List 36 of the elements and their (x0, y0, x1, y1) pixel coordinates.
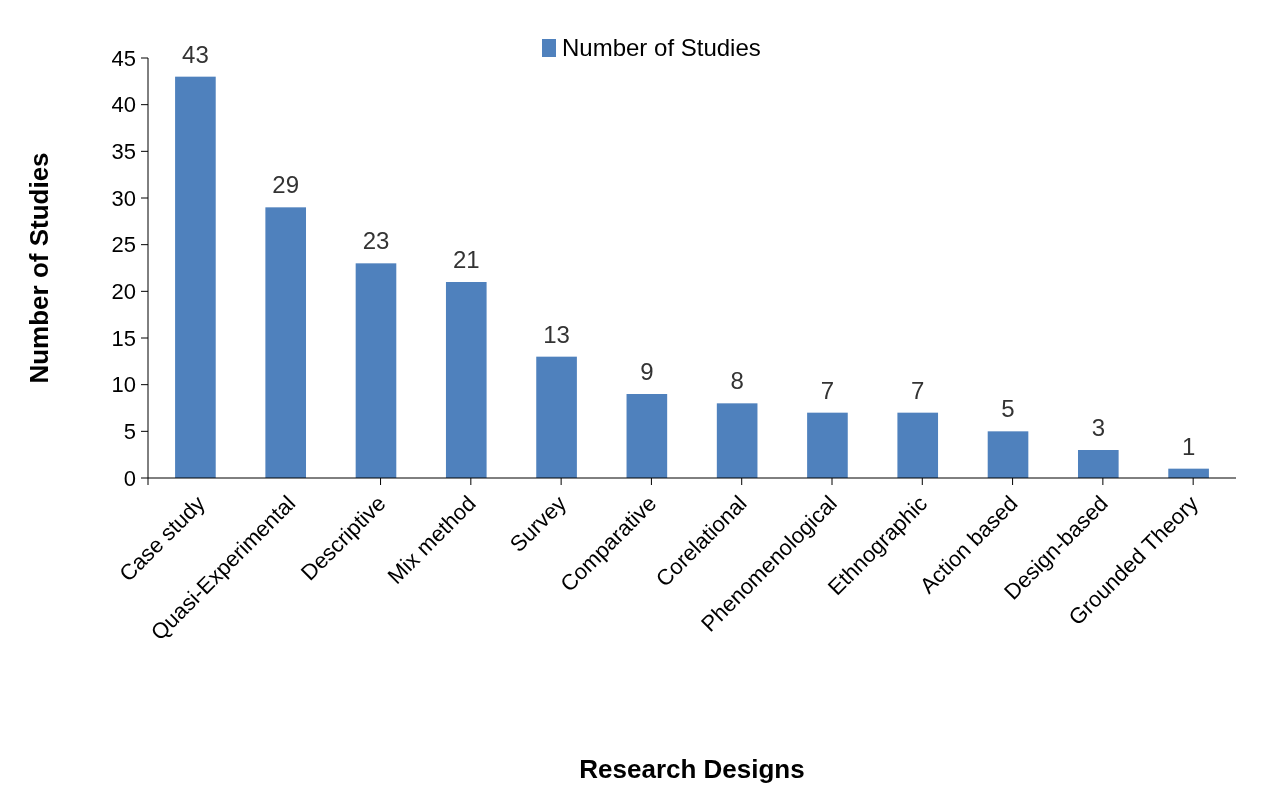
y-tick-label: 10 (111, 372, 136, 398)
bar (1077, 450, 1119, 478)
data-label: 43 (182, 40, 209, 68)
y-tick-label: 0 (123, 465, 136, 491)
y-tick-label: 5 (123, 419, 136, 445)
bar (807, 412, 848, 478)
legend-label: Number of Studies (562, 34, 761, 62)
bar (716, 403, 758, 478)
bar (987, 431, 1029, 478)
data-label: 9 (640, 358, 654, 385)
bar (897, 412, 939, 478)
y-tick-label: 25 (111, 232, 136, 258)
bar (536, 356, 577, 478)
data-label: 5 (1001, 395, 1015, 423)
y-tick-label: 45 (111, 45, 136, 71)
data-label: 7 (911, 376, 925, 404)
data-label: 7 (820, 376, 835, 404)
data-label: 23 (362, 227, 390, 255)
data-label: 13 (543, 320, 570, 348)
y-tick-label: 40 (111, 92, 136, 118)
y-tick-label: 20 (111, 279, 136, 305)
bar (626, 394, 668, 478)
data-label: 29 (272, 171, 300, 199)
bar (445, 282, 487, 478)
y-axis-title: Number of Studies (24, 152, 54, 384)
bar (175, 76, 216, 478)
bar (355, 263, 397, 478)
x-axis-title: Research Designs (579, 754, 805, 784)
data-label: 8 (730, 367, 744, 395)
y-tick-label: 15 (111, 325, 136, 351)
data-label: 21 (452, 246, 480, 273)
bar (265, 207, 307, 478)
y-tick-label: 30 (111, 185, 136, 211)
y-tick-label: 35 (111, 139, 136, 165)
data-label: 3 (1091, 414, 1105, 441)
data-label: 1 (1181, 432, 1196, 460)
